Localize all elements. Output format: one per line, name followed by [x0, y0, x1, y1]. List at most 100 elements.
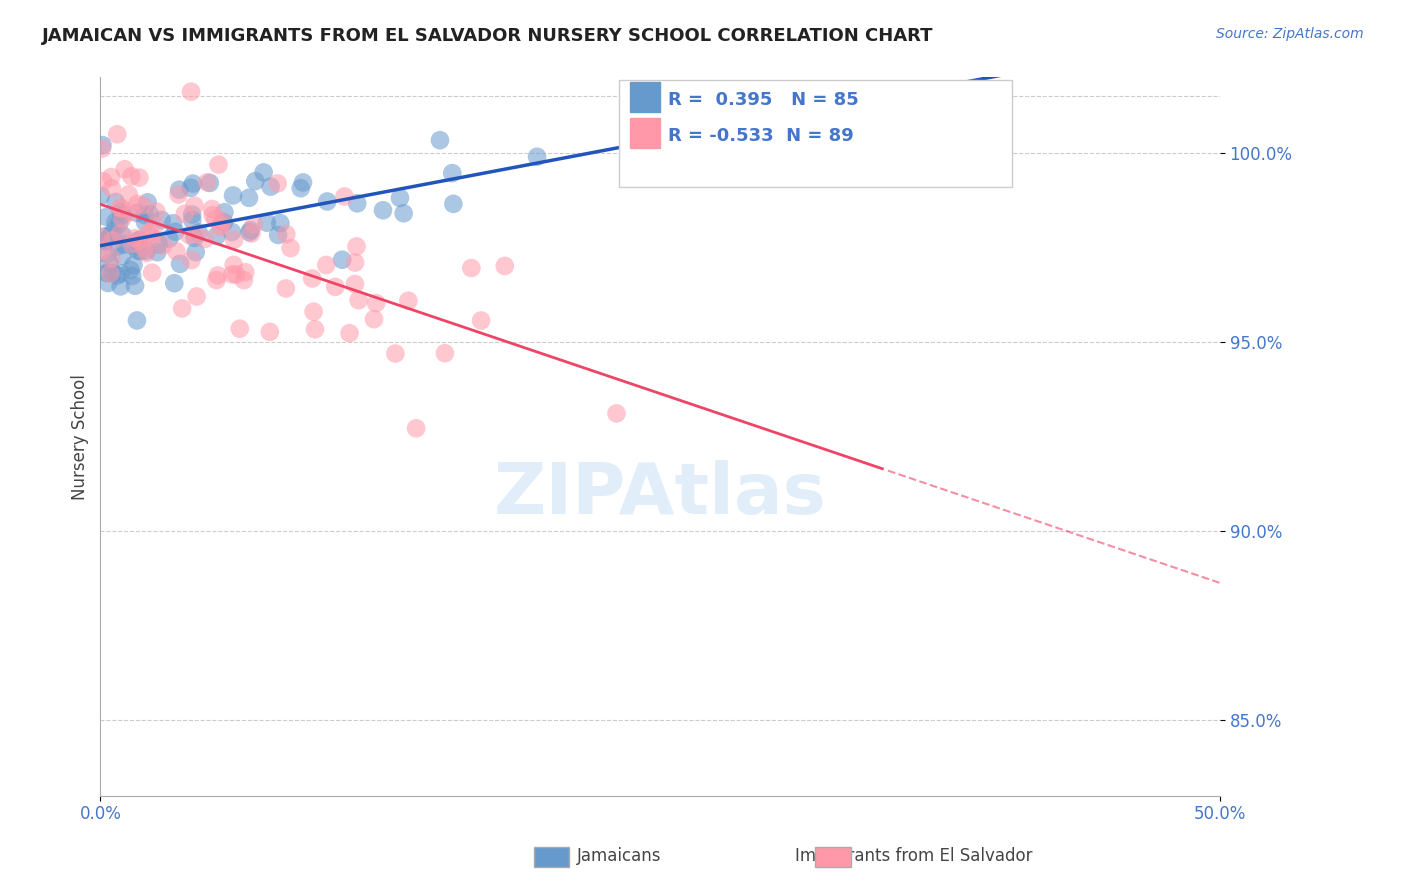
Point [97, 266, 120, 280]
Point [132, 198, 155, 212]
Point [122, 258, 145, 272]
Point [205, 273, 228, 287]
Text: Jamaicans: Jamaicans [576, 847, 661, 865]
Point [292, 176, 315, 190]
Point [134, 241, 156, 255]
Point [108, 201, 131, 215]
Point [201, 202, 224, 216]
Point [100, 227, 122, 242]
Point [98, 267, 121, 281]
Point [494, 259, 516, 273]
Point [173, 207, 195, 221]
Point [141, 266, 163, 280]
Point [128, 170, 150, 185]
Point [157, 232, 180, 246]
Point [107, 239, 129, 253]
Point [212, 215, 235, 229]
Point [90, 244, 112, 258]
Point [240, 227, 263, 241]
Point [195, 175, 218, 189]
Point [316, 194, 339, 209]
Point [180, 180, 202, 194]
Point [238, 191, 260, 205]
Point [441, 166, 464, 180]
Point [460, 260, 482, 275]
Point [148, 237, 170, 252]
Point [384, 346, 406, 360]
Point [91, 138, 114, 153]
Point [388, 191, 411, 205]
Point [441, 197, 464, 211]
Point [138, 227, 160, 241]
Point [181, 213, 204, 227]
Point [276, 227, 298, 242]
Point [129, 244, 152, 259]
Point [128, 233, 150, 247]
Point [96, 247, 118, 261]
Point [163, 276, 186, 290]
Point [110, 205, 132, 219]
Point [207, 158, 229, 172]
Point [239, 223, 262, 237]
Point [211, 214, 233, 228]
Point [470, 313, 492, 327]
Point [110, 279, 132, 293]
Point [205, 229, 228, 244]
Point [121, 237, 143, 252]
Point [229, 321, 252, 335]
Point [366, 296, 388, 310]
Point [165, 225, 187, 239]
Point [605, 406, 627, 420]
Point [100, 252, 122, 266]
Point [110, 267, 132, 281]
Point [101, 266, 124, 280]
Point [252, 165, 274, 179]
Point [97, 276, 120, 290]
Point [165, 244, 187, 259]
Point [304, 322, 326, 336]
Point [169, 257, 191, 271]
Point [222, 258, 245, 272]
Point [343, 277, 366, 291]
Point [108, 216, 131, 230]
Point [180, 85, 202, 99]
Point [111, 249, 134, 263]
Point [127, 234, 149, 248]
Point [139, 207, 162, 221]
Text: R =  0.395   N = 85: R = 0.395 N = 85 [668, 91, 859, 109]
Point [221, 225, 243, 239]
Point [179, 228, 201, 243]
Point [124, 231, 146, 245]
Point [141, 231, 163, 245]
Point [135, 246, 157, 260]
Point [339, 326, 361, 341]
Point [104, 215, 127, 229]
Point [238, 225, 260, 239]
Point [346, 196, 368, 211]
Point [198, 176, 221, 190]
Point [180, 253, 202, 268]
Point [98, 256, 121, 270]
Point [323, 280, 346, 294]
Point [274, 281, 297, 295]
Point [127, 197, 149, 211]
Point [90, 189, 112, 203]
Point [90, 230, 112, 244]
Point [96, 266, 118, 280]
Point [118, 187, 141, 202]
Point [111, 208, 134, 222]
Point [333, 189, 356, 203]
Point [143, 219, 166, 233]
Point [150, 213, 173, 227]
Point [194, 232, 217, 246]
Point [183, 199, 205, 213]
Point [135, 244, 157, 259]
Point [111, 228, 134, 243]
Point [222, 233, 245, 247]
Point [91, 142, 114, 156]
Point [392, 206, 415, 220]
Point [347, 293, 370, 308]
Point [121, 268, 143, 283]
Point [267, 227, 290, 242]
Point [429, 133, 451, 147]
